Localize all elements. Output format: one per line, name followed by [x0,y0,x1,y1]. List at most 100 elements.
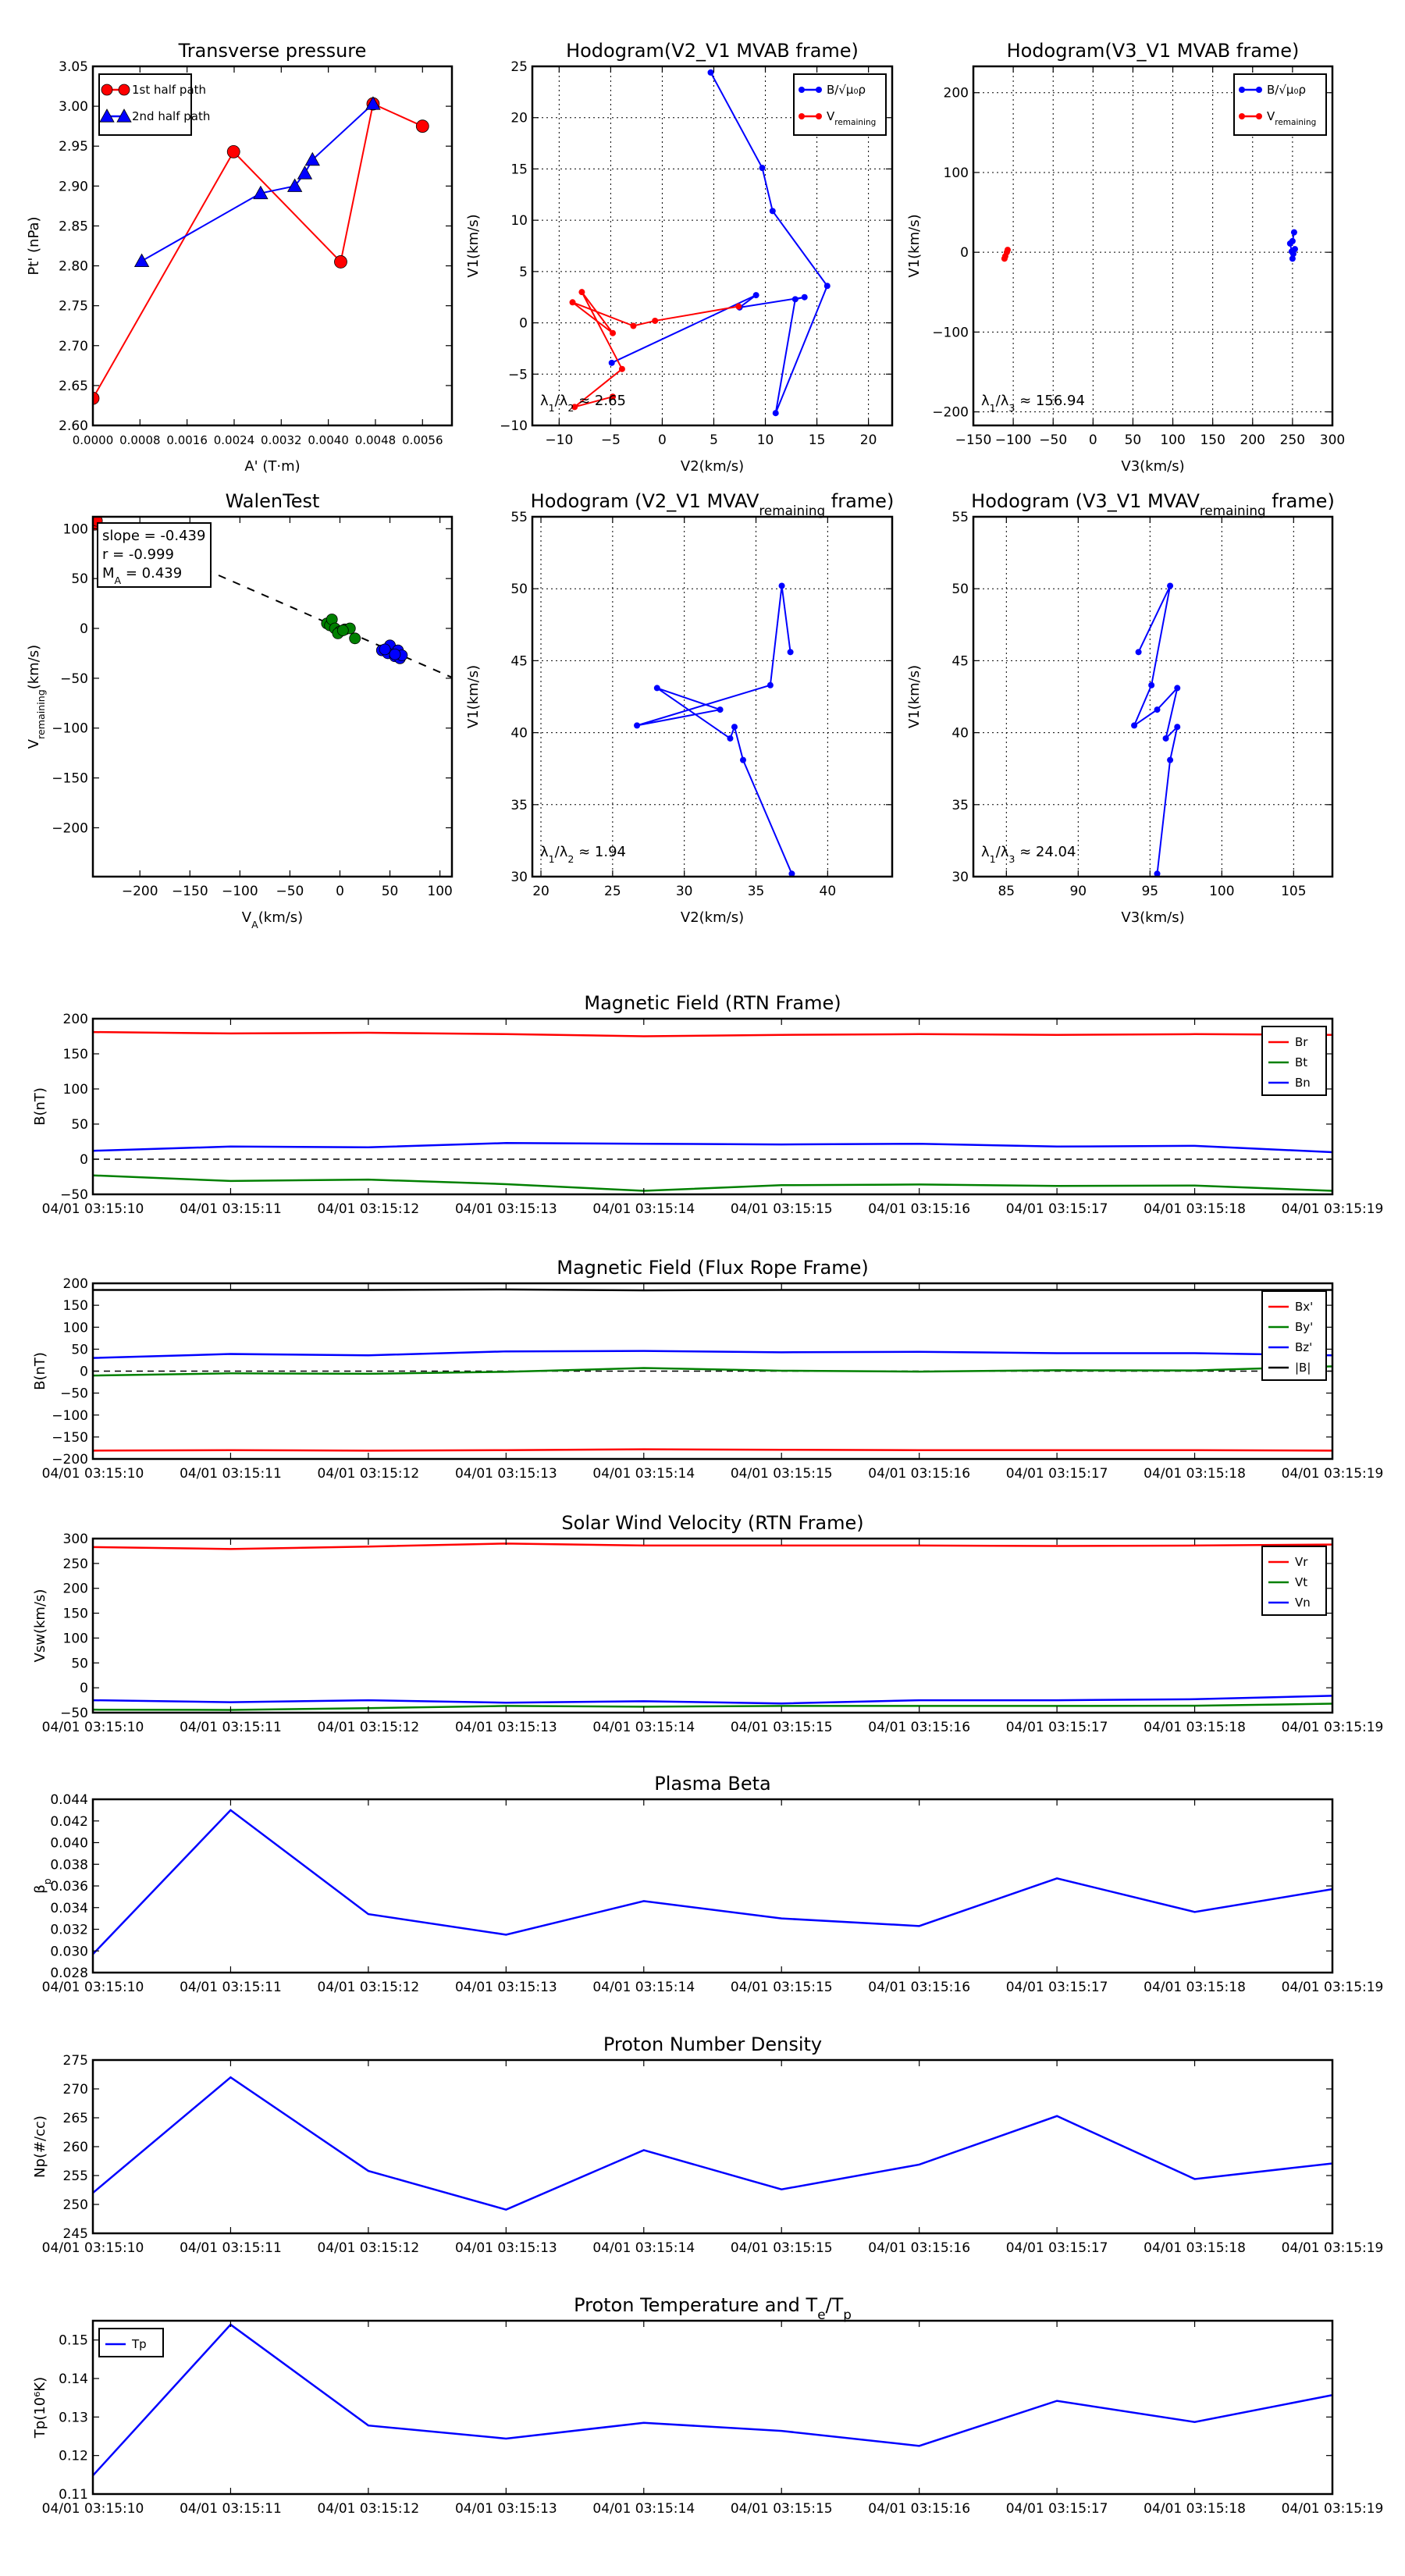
y-tick-label: 55 [951,510,969,525]
series-line [93,1350,1332,1359]
plot-area [532,517,892,877]
chart-title: Proton Number Density [603,2033,822,2055]
y-tick-label: 3.00 [59,99,88,115]
legend-label: Vt [1295,1575,1307,1589]
axes-frame [531,65,894,427]
x-tick-label: 0.0056 [402,433,443,447]
data-point [739,756,746,763]
series-0 [93,1809,1332,1955]
text-segment: V [26,738,42,749]
data-point [116,109,132,123]
x-tick-label: 95 [1141,884,1158,899]
eigenvalue-ratio: λ1/λ2 ≈ 1.94 [540,844,626,865]
y-tick-label: 0 [80,1364,88,1380]
y-tick-label: 260 [63,2140,88,2155]
data-point [707,69,714,76]
x-tick-label: 04/01 03:15:15 [731,1980,833,1995]
x-tick-label: 04/01 03:15:17 [1006,1201,1108,1217]
series-2 [93,1695,1332,1705]
text-segment: Hodogram (V2_V1 MVAV [531,490,759,512]
y-tick-label: 300 [63,1532,88,1547]
legend-label: Bx' [1295,1300,1313,1314]
x-axis-label: V2(km/s) [681,458,744,475]
x-tick-label: 04/01 03:15:12 [318,1720,420,1735]
series-1 [133,96,381,268]
text-segment: A [251,919,258,930]
legend-label: Vremaining [1267,109,1316,127]
x-tick-label: 200 [1240,432,1265,448]
text-segment: V [242,909,252,926]
data-point [569,299,576,306]
data-point [253,185,269,200]
y-tick-label: 200 [63,1012,88,1027]
text-segment: β [32,1884,48,1894]
y-tick-label: 100 [63,1082,88,1098]
data-point [610,393,617,400]
x-tick-label: 04/01 03:15:15 [731,1201,833,1217]
series-2 [93,1142,1332,1154]
data-point [379,643,391,656]
y-tick-label: 0.13 [59,2410,88,2425]
y-tick-label: −100 [52,721,88,737]
plasma-beta-chart: 04/01 03:15:10 04/01 03:15:11 04/01 03:15:… [32,1773,1383,1995]
x-tick-label: 0.0000 [73,433,114,447]
walen-test-chart: −200 −150 −100 −50 0 50 100 −200 −150 −100 −50 0 50 1… [26,490,454,930]
fit-stats-box: slope = -0.439 r = -0.999 MA = 0.439 [97,522,212,588]
plot-area [93,2321,1332,2494]
text-segment: r [102,546,108,563]
text-segment: 1 [549,853,555,865]
y-tick-label: −5 [508,367,528,382]
data-point [1289,247,1297,254]
legend-box [98,2328,164,2357]
y-axis-label: V1(km/s) [906,214,923,277]
y-tick-label: 10 [510,213,528,229]
x-tick-label: 04/01 03:15:18 [1144,1466,1246,1482]
text-segment: remaining [759,503,825,518]
series-0 [93,1542,1332,1550]
data-point [389,648,401,660]
legend-label: B/√μ₀ρ [827,83,866,97]
chart-title: Hodogram (V2_V1 MVAVremaining frame) [531,490,895,518]
series-2 [93,1350,1332,1359]
x-tick-label: 04/01 03:15:17 [1006,1466,1108,1482]
series-0 [93,1030,1332,1037]
x-tick-label: 04/01 03:15:17 [1006,2501,1108,2517]
hodogram-v3-v1-mvab-chart: −150 −100 −50 0 50 100 150 200 250 300−200−100010… [906,40,1345,475]
y-axis-label: Pt' (nPa) [26,216,42,275]
x-tick-label: 250 [1280,432,1305,448]
x-tick-label: 04/01 03:15:11 [180,2240,282,2256]
legend: Tp [98,2328,164,2357]
y-tick-label: −50 [60,1386,88,1402]
y-tick-label: 100 [944,165,969,181]
plot-area [93,2060,1332,2233]
chart-title: Transverse pressure [178,40,367,62]
x-tick-label: 100 [427,884,452,899]
text-segment: slope = -0.439 [102,528,205,544]
x-tick-label: 04/01 03:15:18 [1144,1720,1246,1735]
data-point [1289,255,1296,262]
data-point [787,649,794,656]
data-point [336,624,349,636]
y-tick-label: 275 [63,2053,88,2069]
series-0 [93,1448,1332,1452]
x-tick-label: −200 [122,884,158,899]
y-tick-label: 100 [63,1320,88,1336]
data-point [816,113,822,119]
text-segment: (km/s) [258,909,303,926]
x-tick-label: 04/01 03:15:11 [180,2501,282,2517]
series-line [93,1030,1332,1037]
data-point [101,84,113,96]
data-point [226,144,240,158]
x-tick-label: 40 [820,884,837,899]
data-point [1131,722,1138,729]
x-tick-label: 04/01 03:15:16 [868,2240,970,2256]
x-tick-label: 100 [1160,432,1185,448]
y-tick-label: 45 [510,653,528,669]
text-segment: 1 [549,402,555,414]
series-3 [375,639,408,664]
x-tick-label: −50 [1039,432,1067,448]
text-segment: λ [981,844,990,860]
data-point [653,685,660,692]
proton-temperature-chart: 04/01 03:15:10 04/01 03:15:11 04/01 03:15:… [32,2294,1383,2517]
